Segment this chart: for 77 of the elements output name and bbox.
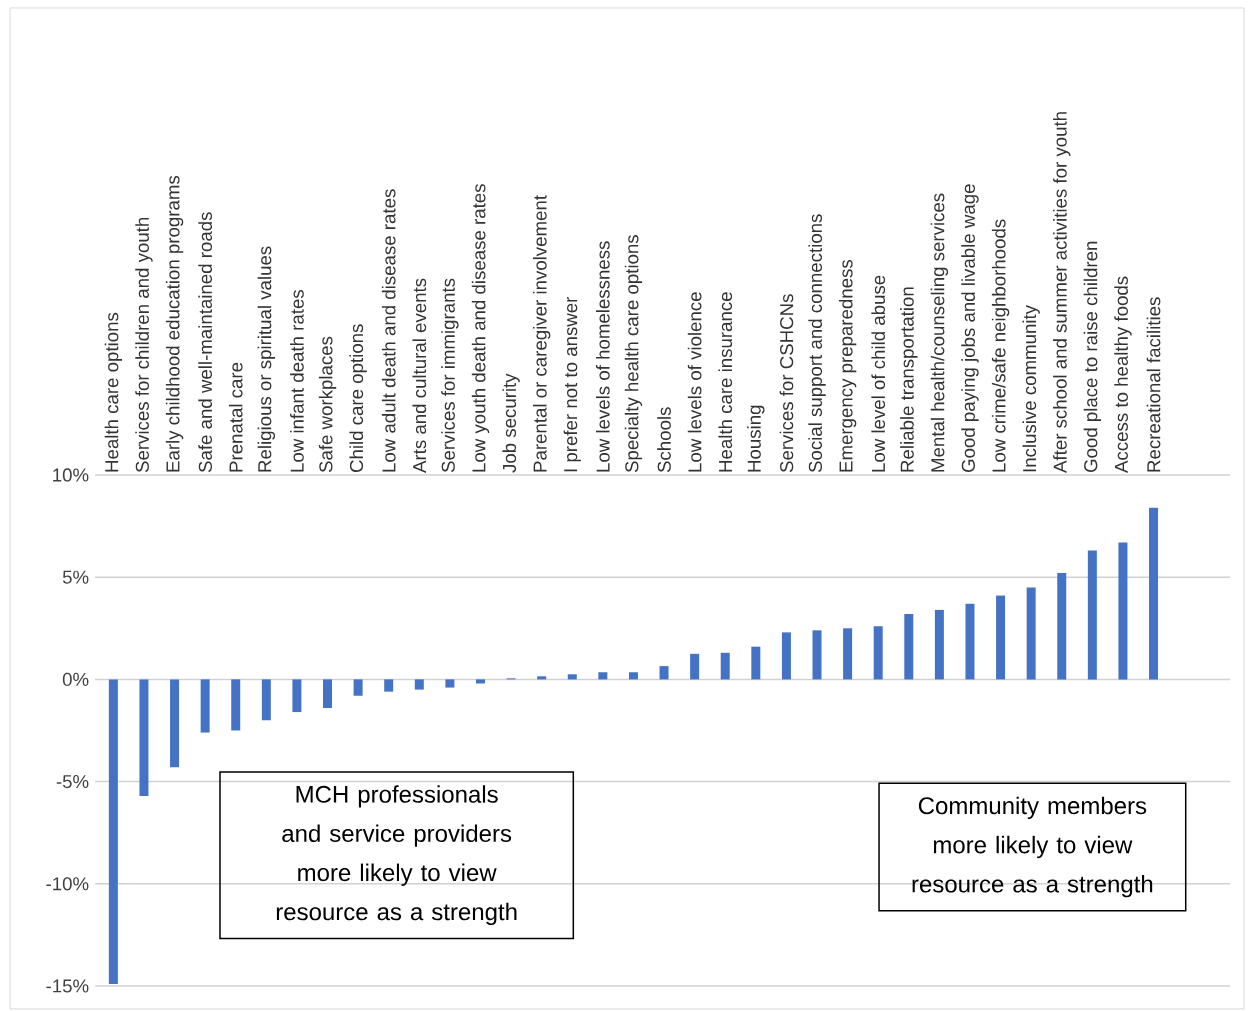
x-tick-label: Low levels of violence [687,292,702,472]
bar [261,679,271,721]
bar [996,595,1006,680]
x-tick-label: Low infant death rates [290,290,304,472]
bar [139,679,149,796]
bar [200,679,210,733]
bar [567,674,577,680]
x-tick-label: Services for CSHCNs [779,294,794,473]
x-tick-label: Early childhood education programs [165,175,184,472]
x-tick-label: Low adult death and disease rates [381,189,396,472]
bar [1057,573,1067,680]
bar [475,679,485,684]
bar [598,672,608,680]
bar [843,628,853,680]
x-tick-label: Prenatal care [228,362,243,472]
y-tick-label: 5% [62,570,89,584]
x-tick-label: Parental or caregiver involvement [532,195,551,472]
bar [170,679,180,768]
y-tick-label: -15% [46,979,89,993]
bar [537,676,547,680]
x-tick-label: Mental health/counseling services [930,193,949,472]
y-tick-label: -5% [56,775,89,789]
bar [1149,507,1159,680]
x-tick-label: Emergency preparedness [838,259,857,472]
bar [231,679,241,731]
bar [873,626,883,680]
x-tick-label: Social support and connections [808,214,826,473]
bar [659,666,669,680]
x-tick-label: Safe workplaces [318,336,337,473]
x-tick-label: Low level of child abuse [871,275,886,472]
bar [690,653,700,680]
bar [323,679,333,708]
x-tick-label: Child care options [349,324,367,473]
x-tick-label: I prefer not to answer [563,296,581,472]
annotation: MCH professionals and service providers more likely to view resource as a strength [276,785,517,926]
bar [628,672,638,680]
bar [904,613,914,680]
x-tick-label: Religious or spiritual values [257,246,276,472]
bar [934,609,944,680]
y-tick-label: -10% [46,877,89,891]
bar [751,646,761,680]
x-tick-label: Services for immigrants [441,278,459,473]
bar [445,679,455,688]
bar [353,679,363,696]
bar [720,652,730,680]
x-tick-label: Good paying jobs and livable wage [961,184,979,473]
bar [965,603,975,680]
x-tick-label: Specialty health care options [624,235,643,473]
x-tick-label: Good place to raise children [1083,241,1102,473]
x-tick-label: Housing [747,405,765,472]
x-tick-label: Schools [657,407,671,473]
x-tick-label: Services for children and youth [135,217,153,473]
x-tick-label: Low crime/safe neighborhoods [991,219,1010,472]
bar [108,679,118,984]
x-tick-label: Job security [502,373,520,473]
x-tick-label: Access to healthy foods [1114,276,1132,473]
x-tick-label: Low levels of homelessness [596,241,610,472]
bar [812,630,822,680]
annotation: Community members more likely to view resource as a strength [912,796,1153,898]
x-tick-label: After school and summer activities for youth [1053,112,1071,473]
x-tick-label: Recreational facilities [1146,297,1161,472]
x-tick-label: Safe and well-maintained roads [198,212,212,473]
x-tick-label: Health care options [104,312,123,472]
x-tick-label: Arts and cultural events [412,278,427,473]
bar [1118,542,1128,680]
bar [1087,550,1097,680]
bar [781,632,791,680]
y-tick-label: 10% [53,468,89,482]
bar [1026,587,1036,680]
x-tick-label: Health care insurance [718,292,733,472]
x-tick-label: Low youth death and disease rates [471,184,490,472]
x-tick-label: Inclusive community [1022,304,1040,472]
bar [414,679,424,690]
bar [384,679,394,692]
y-tick-label: 0% [62,672,89,686]
x-tick-label: Reliable transportation [900,287,918,472]
bar [292,679,302,713]
